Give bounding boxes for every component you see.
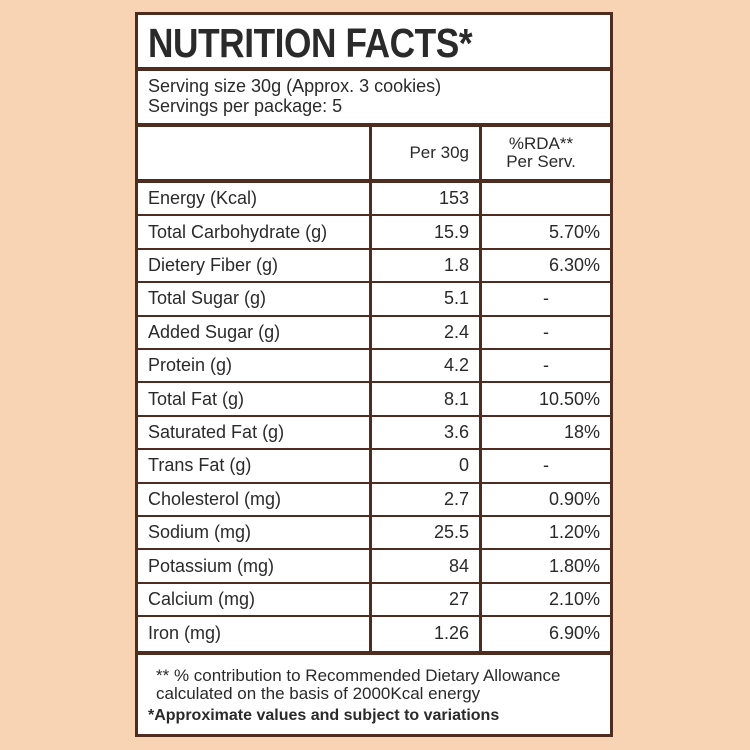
table-row: Potassium (mg) 84 1.80% — [138, 550, 610, 584]
footnote-rda: ** % contribution to Recommended Dietary… — [156, 666, 561, 685]
table-row: Iron (mg) 1.26 6.90% — [138, 617, 610, 651]
rda-value: 2.10% — [479, 583, 610, 616]
per-30g-value: 27 — [369, 583, 479, 616]
rda-value: 18% — [479, 416, 610, 449]
per-30g-value: 3.6 — [369, 416, 479, 449]
title: NUTRITION FACTS* — [148, 20, 473, 66]
header-rda-line1: %RDA** — [508, 134, 574, 153]
serving-size: Serving size 30g (Approx. 3 cookies) — [148, 76, 442, 96]
table-row: Trans Fat (g) 0- — [138, 450, 610, 484]
nutrient-name: Sodium (mg) — [148, 522, 252, 543]
rda-value: 6.30% — [479, 249, 610, 282]
rda-value: 1.80% — [479, 550, 610, 582]
per-30g-value: 4.2 — [369, 350, 479, 382]
nutrient-name: Total Carbohydrate (g) — [148, 221, 328, 242]
rda-value: - — [479, 350, 610, 382]
rda-value: - — [479, 283, 610, 315]
rda-value: - — [479, 316, 610, 348]
nutrient-name: Calcium (mg) — [148, 588, 256, 609]
nutrient-name: Potassium (mg) — [148, 555, 275, 576]
per-30g-value: 5.1 — [369, 283, 479, 315]
table-row: Sodium (mg) 25.5 1.20% — [138, 517, 610, 551]
rda-value — [479, 183, 610, 215]
per-30g-value: 1.26 — [369, 617, 479, 651]
header-rda-line2: Per Serv. — [506, 152, 576, 171]
per-30g-value: 25.5 — [369, 517, 479, 549]
per-30g-value: 84 — [369, 550, 479, 582]
table-row: Calcium (mg) 27 2.10% — [138, 583, 610, 618]
table-row: Total Carbohydrate (g) 15.9 5.70% — [138, 216, 610, 250]
rda-value: 0.90% — [479, 483, 610, 515]
per-30g-value: 2.4 — [369, 316, 479, 348]
servings-per-package: Servings per package: 5 — [148, 96, 343, 116]
rda-value: 6.90% — [479, 617, 610, 651]
table-row: Energy (Kcal) 153 — [138, 183, 610, 217]
table-row: Added Sugar (g) 2.4- — [138, 316, 610, 350]
footer: ** % contribution to Recommended Dietary… — [138, 657, 610, 734]
nutrient-name: Saturated Fat (g) — [148, 421, 285, 442]
header-per-30g: Per 30g — [369, 127, 479, 179]
per-30g-value: 2.7 — [369, 483, 479, 515]
table-row: Total Fat (g) 8.1 10.50% — [138, 383, 610, 417]
table-row: Saturated Fat (g) 3.6 18% — [138, 416, 610, 451]
per-30g-value: 0 — [369, 450, 479, 482]
table-row: Total Sugar (g) 5.1- — [138, 283, 610, 317]
nutrient-name: Dietery Fiber (g) — [148, 254, 279, 275]
rda-value: 5.70% — [479, 216, 610, 248]
footnote-approximate: *Approximate values and subject to varia… — [148, 707, 500, 724]
rda-value: 10.50% — [479, 383, 610, 415]
table-row: Dietery Fiber (g) 1.8 6.30% — [138, 249, 610, 284]
per-30g-value: 8.1 — [369, 383, 479, 415]
nutrient-name: Trans Fat (g) — [148, 455, 252, 476]
nutrient-name: Total Fat (g) — [148, 388, 245, 409]
nutrient-name: Cholesterol (mg) — [148, 488, 282, 509]
table-row: Protein (g) 4.2- — [138, 350, 610, 384]
per-30g-value: 15.9 — [369, 216, 479, 248]
per-30g-value: 1.8 — [369, 249, 479, 282]
nutrient-name: Total Sugar (g) — [148, 288, 267, 309]
table-header: Per 30g %RDA** Per Serv. — [138, 127, 610, 183]
footnote-rda-basis: calculated on the basis of 2000Kcal ener… — [156, 684, 481, 703]
serving-section: Serving size 30g (Approx. 3 cookies) Ser… — [138, 71, 610, 127]
title-section: NUTRITION FACTS* — [138, 15, 610, 71]
rda-value: - — [479, 450, 610, 482]
per-30g-value: 153 — [369, 183, 479, 215]
rda-value: 1.20% — [479, 517, 610, 549]
nutrient-table: Energy (Kcal) 153 Total Carbohydrate (g) 15… — [138, 183, 610, 655]
nutrient-name: Added Sugar (g) — [148, 321, 281, 342]
nutrient-name: Protein (g) — [148, 355, 233, 376]
nutrition-facts-label: NUTRITION FACTS* Serving size 30g (Appro… — [135, 12, 613, 737]
table-row: Cholesterol (mg) 2.7 0.90% — [138, 483, 610, 517]
nutrient-name: Energy (Kcal) — [148, 188, 258, 209]
nutrient-name: Iron (mg) — [148, 623, 222, 644]
header-rda: %RDA** Per Serv. — [479, 127, 610, 179]
